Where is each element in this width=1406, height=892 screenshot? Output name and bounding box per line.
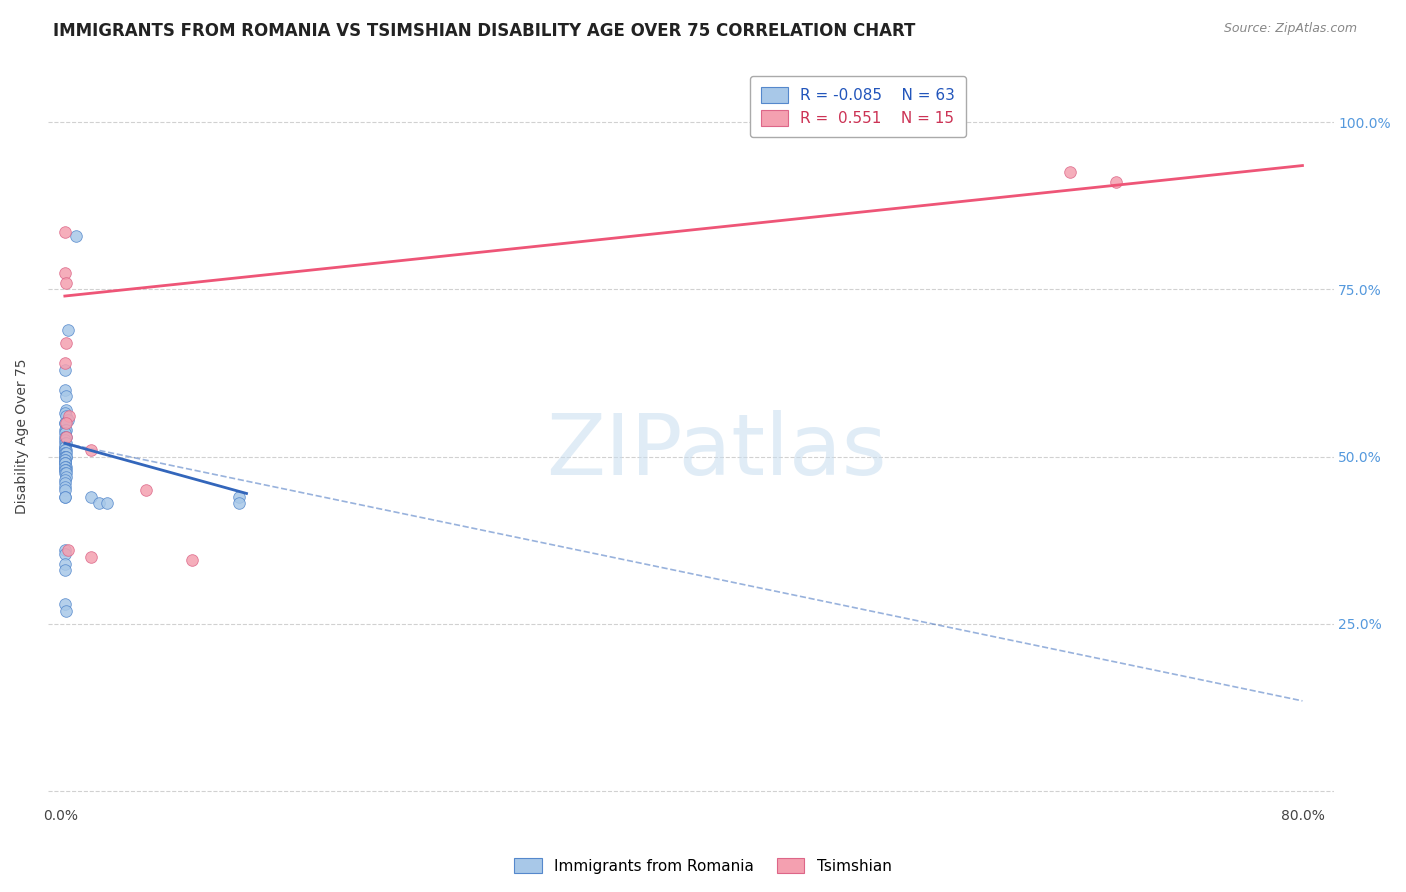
Point bbox=[1059, 165, 1081, 179]
Point bbox=[53, 429, 76, 443]
Point bbox=[53, 266, 76, 280]
Point bbox=[80, 490, 103, 504]
Point bbox=[53, 416, 76, 430]
Point bbox=[53, 226, 76, 240]
Point bbox=[181, 553, 204, 567]
Point bbox=[55, 469, 77, 483]
Y-axis label: Disability Age Over 75: Disability Age Over 75 bbox=[15, 359, 30, 515]
Point bbox=[53, 483, 76, 497]
Point bbox=[87, 496, 110, 510]
Point bbox=[55, 467, 77, 481]
Point bbox=[65, 228, 87, 243]
Point bbox=[55, 423, 77, 437]
Point bbox=[53, 467, 76, 481]
Point bbox=[53, 446, 76, 460]
Point bbox=[53, 453, 76, 467]
Point bbox=[55, 402, 77, 417]
Point bbox=[53, 463, 76, 477]
Point bbox=[53, 547, 76, 561]
Point bbox=[55, 276, 77, 290]
Point bbox=[55, 450, 77, 464]
Point bbox=[53, 423, 76, 437]
Point bbox=[55, 429, 77, 443]
Point bbox=[55, 429, 77, 443]
Point bbox=[58, 409, 80, 424]
Point bbox=[53, 456, 76, 470]
Point bbox=[53, 456, 76, 470]
Point bbox=[53, 480, 76, 494]
Point bbox=[53, 383, 76, 397]
Point bbox=[53, 440, 76, 454]
Point bbox=[53, 440, 76, 454]
Point bbox=[53, 476, 76, 491]
Point bbox=[228, 496, 250, 510]
Point bbox=[55, 463, 77, 477]
Point bbox=[53, 473, 76, 487]
Point bbox=[53, 597, 76, 611]
Point bbox=[80, 549, 103, 564]
Point bbox=[56, 543, 79, 558]
Point bbox=[55, 459, 77, 474]
Legend: Immigrants from Romania, Tsimshian: Immigrants from Romania, Tsimshian bbox=[509, 852, 897, 880]
Point bbox=[55, 450, 77, 464]
Point bbox=[53, 450, 76, 464]
Point bbox=[55, 389, 77, 403]
Point bbox=[53, 490, 76, 504]
Point bbox=[55, 409, 77, 424]
Point bbox=[56, 322, 79, 336]
Point bbox=[55, 603, 77, 617]
Point bbox=[53, 446, 76, 460]
Point bbox=[53, 463, 76, 477]
Point bbox=[53, 433, 76, 447]
Point bbox=[53, 453, 76, 467]
Point bbox=[53, 456, 76, 470]
Point bbox=[53, 426, 76, 441]
Text: ZIPatlas: ZIPatlas bbox=[546, 409, 887, 492]
Point bbox=[55, 335, 77, 350]
Point bbox=[53, 459, 76, 474]
Point bbox=[96, 496, 118, 510]
Point bbox=[53, 416, 76, 430]
Point bbox=[53, 406, 76, 420]
Point bbox=[53, 356, 76, 370]
Point bbox=[53, 557, 76, 571]
Text: Source: ZipAtlas.com: Source: ZipAtlas.com bbox=[1223, 22, 1357, 36]
Point bbox=[53, 362, 76, 376]
Point bbox=[135, 483, 157, 497]
Point bbox=[55, 416, 77, 430]
Point bbox=[53, 442, 76, 457]
Point bbox=[53, 543, 76, 558]
Point bbox=[53, 442, 76, 457]
Point bbox=[53, 436, 76, 450]
Point bbox=[80, 442, 103, 457]
Point bbox=[55, 446, 77, 460]
Point bbox=[53, 450, 76, 464]
Point bbox=[1105, 175, 1128, 189]
Point bbox=[55, 442, 77, 457]
Point bbox=[53, 563, 76, 577]
Point bbox=[53, 450, 76, 464]
Point bbox=[56, 413, 79, 427]
Point bbox=[53, 459, 76, 474]
Legend: R = -0.085    N = 63, R =  0.551    N = 15: R = -0.085 N = 63, R = 0.551 N = 15 bbox=[749, 76, 966, 137]
Point bbox=[228, 490, 250, 504]
Point bbox=[55, 436, 77, 450]
Point bbox=[53, 490, 76, 504]
Text: IMMIGRANTS FROM ROMANIA VS TSIMSHIAN DISABILITY AGE OVER 75 CORRELATION CHART: IMMIGRANTS FROM ROMANIA VS TSIMSHIAN DIS… bbox=[53, 22, 915, 40]
